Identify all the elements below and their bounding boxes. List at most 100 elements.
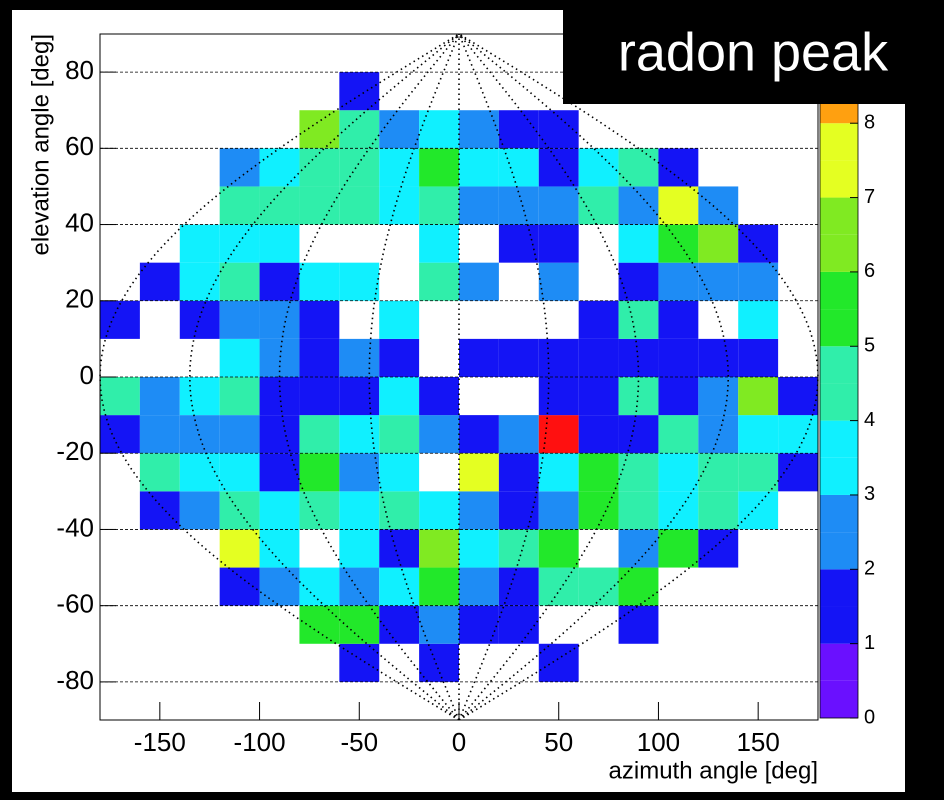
y-tick-label: -60 [56, 589, 94, 619]
colorbar-band [820, 569, 858, 607]
heat-cell [379, 377, 420, 416]
heat-cell [339, 415, 380, 454]
heat-cell [219, 529, 260, 568]
heat-cell [379, 300, 420, 339]
colorbar-band [820, 383, 858, 421]
heat-cell [419, 186, 459, 225]
colorbar-band [820, 234, 858, 272]
overlay [99, 33, 819, 721]
heat-cell [259, 148, 300, 187]
heat-cell [459, 262, 499, 301]
heat-cell [219, 262, 260, 301]
heat-cell [259, 186, 300, 225]
heat-cell [498, 338, 539, 377]
heat-cell [618, 262, 659, 301]
heat-cell [299, 377, 340, 416]
heat-cell [658, 300, 699, 339]
heat-cell [698, 338, 739, 377]
heat-cell [778, 415, 818, 454]
meridian [368, 33, 460, 721]
heat-cell [698, 453, 739, 492]
meridian [278, 33, 460, 721]
heat-cell [299, 453, 340, 492]
heat-cell [778, 377, 818, 416]
colorbar-band [820, 643, 858, 681]
heat-cell [419, 567, 459, 606]
heat-cell [538, 529, 579, 568]
heat-cell [618, 567, 659, 606]
y-tick-label: 40 [65, 207, 94, 237]
heat-cell [578, 453, 619, 492]
heat-cell [179, 224, 220, 263]
heat-cell [179, 262, 220, 301]
heat-cell [259, 453, 300, 492]
colorbar-tick-label: 8 [864, 111, 875, 133]
heat-cell [658, 262, 699, 301]
colorbar-band [820, 457, 858, 495]
heat-cell [618, 415, 659, 454]
heat-cell [538, 186, 579, 225]
colorbar-band [820, 123, 858, 161]
heat-cell [139, 453, 180, 492]
colorbar-tick-label: 0 [864, 706, 875, 728]
heat-cell [578, 186, 619, 225]
heat-cell [339, 605, 380, 644]
y-axis-title: elevation angle [deg] [27, 34, 54, 256]
heat-cell [778, 453, 818, 492]
heat-cell [459, 148, 499, 187]
heat-cell [299, 605, 340, 644]
colorbar-tick-label: 7 [864, 186, 875, 208]
heat-cell [299, 300, 340, 339]
heat-cell [299, 567, 340, 606]
heat-cell [299, 338, 340, 377]
heat-cell [379, 605, 420, 644]
x-tick-label: 0 [452, 727, 466, 757]
heat-cell [379, 110, 420, 149]
heat-cell [618, 224, 659, 263]
heat-cell [738, 377, 779, 416]
cells [100, 72, 818, 682]
heat-cell [618, 300, 659, 339]
x-tick-label: -150 [134, 727, 186, 757]
heat-cell [459, 529, 499, 568]
heat-cell [618, 491, 659, 530]
heat-cell [179, 377, 220, 416]
heat-cell [459, 567, 499, 606]
heat-cell [219, 377, 260, 416]
heat-cell [179, 453, 220, 492]
heat-cell [498, 110, 539, 149]
heat-cell [379, 338, 420, 377]
heat-cell [738, 262, 779, 301]
heat-cell [538, 453, 579, 492]
colorbar-band [820, 420, 858, 458]
heat-cell [698, 377, 739, 416]
heat-cell [459, 338, 499, 377]
heat-cell [738, 491, 779, 530]
x-tick-label: -50 [340, 727, 378, 757]
heat-cell [379, 567, 420, 606]
heat-cell [538, 338, 579, 377]
heat-cell [498, 148, 539, 187]
heat-cell [419, 148, 459, 187]
heat-cell [339, 148, 380, 187]
heat-cell [698, 224, 739, 263]
x-axis-title: azimuth angle [deg] [609, 757, 818, 784]
heat-cell [459, 110, 499, 149]
heat-cell [219, 491, 260, 530]
heat-cell [100, 415, 140, 454]
heat-cell [419, 491, 459, 530]
meridian [99, 33, 460, 721]
heat-cell [618, 148, 659, 187]
heat-cell [498, 491, 539, 530]
y-tick-label: -80 [56, 665, 94, 695]
heat-cell [419, 110, 459, 149]
heat-cell [538, 262, 579, 301]
heat-cell [498, 529, 539, 568]
heat-cell [658, 529, 699, 568]
heat-cell [578, 300, 619, 339]
heat-cell [498, 224, 539, 263]
heat-cell [219, 148, 260, 187]
heat-cell [339, 567, 380, 606]
